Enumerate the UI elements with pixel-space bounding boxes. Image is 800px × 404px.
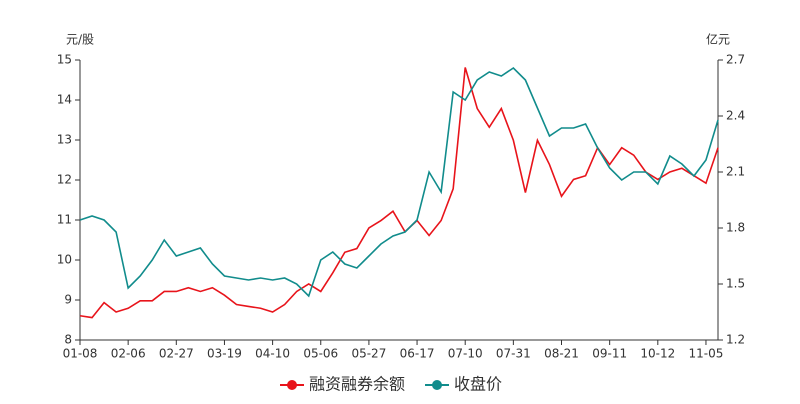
x-tick-label: 08-21	[544, 347, 579, 361]
y-tick-label: 11	[57, 213, 72, 227]
y2-axis-title: 亿元	[706, 32, 730, 47]
y2-tick-label: 2.1	[726, 165, 745, 179]
y-tick-label: 15	[57, 53, 72, 67]
x-tick-label: 07-10	[448, 347, 483, 361]
x-tick-label: 11-05	[689, 347, 724, 361]
x-tick-label: 09-11	[592, 347, 627, 361]
legend-item: 融资融券余额	[280, 375, 405, 394]
x-tick-label: 05-06	[303, 347, 338, 361]
x-tick-label: 02-06	[111, 347, 146, 361]
y-tick-label: 14	[57, 93, 72, 107]
x-tick-label: 03-19	[207, 347, 242, 361]
y-tick-label: 10	[57, 253, 72, 267]
y-axis-title: 元/股	[66, 33, 94, 47]
x-tick-label: 01-08	[63, 347, 98, 361]
series-line	[79, 66, 719, 298]
y-tick-label: 9	[64, 293, 72, 307]
legend-label: 融资融券余额	[309, 375, 405, 394]
x-tick-label: 07-31	[496, 347, 531, 361]
legend-swatch-marker	[287, 380, 297, 390]
y2-tick-label: 1.2	[726, 333, 745, 347]
series-line	[79, 67, 719, 319]
x-tick-label: 02-27	[159, 347, 194, 361]
y2-tick-label: 2.4	[726, 109, 745, 123]
y-tick-label: 12	[57, 173, 72, 187]
legend-swatch-marker	[432, 380, 443, 390]
x-tick-label: 05-27	[351, 347, 386, 361]
y2-tick-label: 1.8	[726, 221, 745, 235]
legend-item: 收盘价	[425, 375, 502, 394]
x-tick-label: 04-10	[255, 347, 290, 361]
y-tick-label: 13	[57, 133, 72, 147]
y2-tick-label: 2.7	[726, 53, 745, 67]
y2-tick-label: 1.5	[726, 277, 745, 291]
legend-label: 收盘价	[454, 375, 502, 394]
x-tick-label: 06-17	[400, 347, 435, 361]
x-tick-label: 10-12	[640, 347, 675, 361]
y-tick-label: 8	[64, 333, 72, 347]
